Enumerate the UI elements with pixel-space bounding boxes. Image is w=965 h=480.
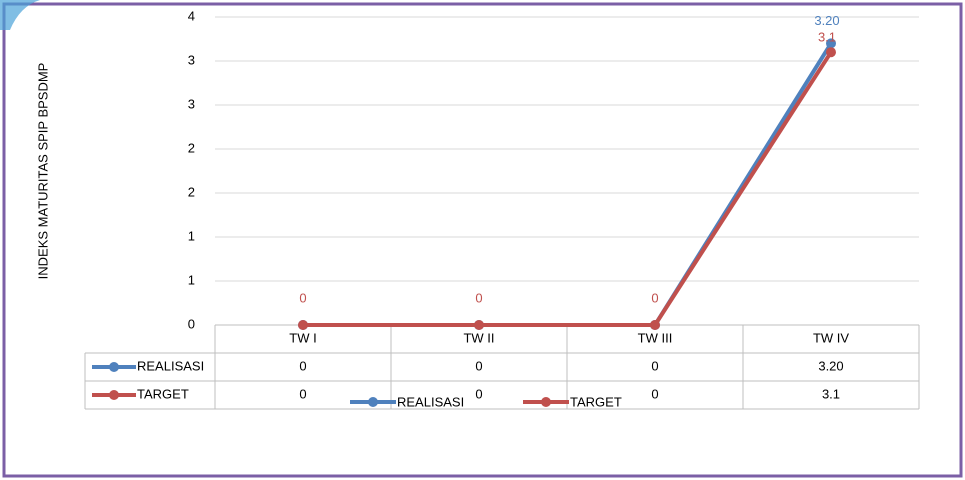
table-cell: 0 [475, 386, 482, 401]
data-point [474, 320, 484, 330]
table-cell: 0 [651, 386, 658, 401]
y-tick-label: 3 [188, 96, 195, 111]
y-axis-title: INDEKS MATURITAS SPIP BPSDMP [35, 63, 50, 280]
x-tick-label: TW III [638, 330, 673, 345]
table-cell: 0 [299, 386, 306, 401]
series-line [303, 51, 833, 327]
table-row-label: REALISASI [137, 358, 204, 373]
x-tick-label: TW IV [813, 330, 849, 345]
table-cell: 3.1 [822, 386, 840, 401]
data-point [298, 320, 308, 330]
data-label: 0 [475, 290, 482, 305]
y-tick-label: 2 [188, 140, 195, 155]
data-label: 0 [651, 290, 658, 305]
y-tick-label: 1 [188, 272, 195, 287]
table-cell: 0 [299, 358, 306, 373]
data-point [826, 38, 836, 49]
data-label: 3.20 [814, 13, 839, 28]
legend-marker [541, 397, 551, 407]
x-tick-label: TW II [463, 330, 494, 345]
y-tick-label: 4 [188, 8, 195, 23]
corner-decoration [0, 0, 40, 30]
legend-label: REALISASI [397, 394, 464, 409]
data-label: 0 [299, 290, 306, 305]
x-tick-label: TW I [289, 330, 316, 345]
y-tick-label: 0 [188, 316, 195, 331]
y-tick-label: 2 [188, 184, 195, 199]
legend-label: TARGET [570, 394, 622, 409]
legend-marker [368, 397, 378, 407]
table-cell: 3.20 [818, 358, 843, 373]
y-tick-label: 3 [188, 52, 195, 67]
table-legend-marker [109, 390, 119, 400]
table-row-label: TARGET [137, 386, 189, 401]
table-legend-marker [109, 362, 119, 372]
data-point [826, 47, 836, 58]
y-tick-label: 1 [188, 228, 195, 243]
table-cell: 0 [651, 358, 658, 373]
table-cell: 0 [475, 358, 482, 373]
data-point [650, 320, 660, 330]
data-label: 3.1 [818, 30, 836, 45]
